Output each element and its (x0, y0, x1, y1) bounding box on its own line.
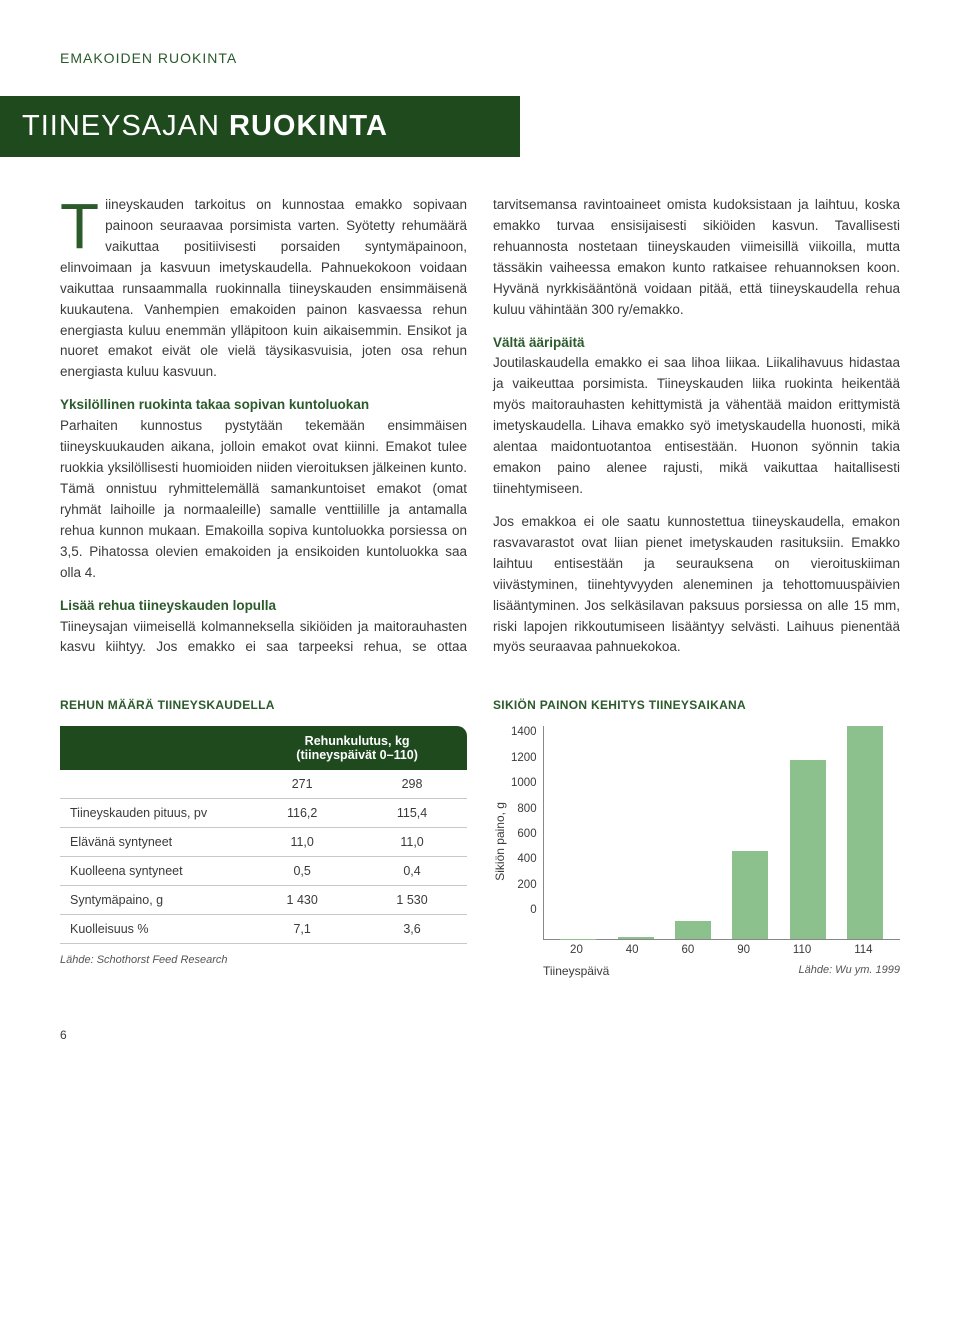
chart-x-label: Tiineyspäivä (543, 964, 609, 978)
chart-plot-area (543, 726, 900, 940)
y-tick: 0 (511, 904, 537, 916)
chart-y-label: Sikiön paino, g (493, 802, 507, 881)
y-tick: 1200 (511, 752, 537, 764)
row-label: Tiineyskauden pituus, pv (60, 799, 247, 828)
title-bold: RUOKINTA (229, 110, 388, 142)
chart-bar (847, 726, 883, 939)
x-tick: 20 (570, 944, 583, 956)
row-val-b: 11,0 (357, 828, 467, 857)
body-text: Tiineyskauden tarkoitus on kunnostaa ema… (60, 195, 900, 664)
row-val-a: 1 430 (247, 886, 357, 915)
y-tick: 1400 (511, 726, 537, 738)
sub3-body: Joutilaskaudella emakko ei saa lihoa lii… (493, 355, 900, 496)
intro-text: iineyskauden tarkoitus on kunnostaa emak… (60, 197, 467, 379)
fetal-weight-chart: Sikiön paino, g 140012001000800600400200… (493, 726, 900, 956)
table-row: Syntymäpaino, g1 4301 530 (60, 886, 467, 915)
sub1-title: Yksilöllinen ruokinta takaa sopivan kunt… (60, 395, 467, 416)
page-number: 6 (60, 1028, 900, 1042)
dropcap: T (60, 195, 105, 253)
x-tick: 90 (737, 944, 750, 956)
intro-paragraph: Tiineyskauden tarkoitus on kunnostaa ema… (60, 195, 467, 383)
title-banner: TIINEYSAJAN RUOKINTA (0, 96, 520, 157)
row-label: Syntymäpaino, g (60, 886, 247, 915)
table-col-b: 298 (357, 770, 467, 799)
chart-bar (618, 937, 654, 939)
row-val-b: 0,4 (357, 857, 467, 886)
y-tick: 600 (511, 828, 537, 840)
sub3-title: Vältä ääripäitä (493, 333, 900, 354)
row-val-b: 1 530 (357, 886, 467, 915)
y-tick: 200 (511, 879, 537, 891)
y-tick: 800 (511, 803, 537, 815)
table-row: Elävänä syntyneet11,011,0 (60, 828, 467, 857)
table-header-main: Rehunkulutus, kg (tiineyspäivät 0–110) (247, 726, 467, 770)
table-row: Tiineyskauden pituus, pv116,2115,4 (60, 799, 467, 828)
table-section-title: REHUN MÄÄRÄ TIINEYSKAUDELLA (60, 698, 467, 712)
title-light: TIINEYSAJAN (22, 110, 229, 142)
section-1: Yksilöllinen ruokinta takaa sopivan kunt… (60, 395, 467, 583)
chart-section-title: SIKIÖN PAINON KEHITYS TIINEYSAIKANA (493, 698, 900, 712)
x-tick: 114 (854, 944, 872, 956)
sub1-body: Parhaiten kunnostus pystytään tekemään e… (60, 418, 467, 579)
feed-table: Rehunkulutus, kg (tiineyspäivät 0–110) 2… (60, 726, 467, 944)
chart-x-axis: 20 40 60 90 110 114 (543, 940, 900, 956)
row-val-a: 11,0 (247, 828, 357, 857)
chart-y-axis: 1400 1200 1000 800 600 400 200 0 (511, 726, 543, 916)
x-tick: 110 (793, 944, 811, 956)
chart-bar (790, 760, 826, 940)
y-tick: 1000 (511, 777, 537, 789)
table-subhead-blank (60, 770, 247, 799)
sub3-body2: Jos emakkoa ei ole saatu kunnostettua ti… (493, 514, 900, 655)
row-label: Kuolleisuus % (60, 915, 247, 944)
row-label: Elävänä syntyneet (60, 828, 247, 857)
sub2-title: Lisää rehua tiineyskauden lopulla (60, 596, 467, 617)
row-val-a: 7,1 (247, 915, 357, 944)
section-3: Vältä ääripäitä Joutilaskaudella emakko … (493, 333, 900, 500)
row-val-a: 0,5 (247, 857, 357, 886)
table-col-a: 271 (247, 770, 357, 799)
x-tick: 40 (626, 944, 639, 956)
row-val-a: 116,2 (247, 799, 357, 828)
x-tick: 60 (681, 944, 694, 956)
chart-bar (732, 851, 768, 939)
row-label: Kuolleena syntyneet (60, 857, 247, 886)
table-row: Kuolleena syntyneet0,50,4 (60, 857, 467, 886)
table-header-blank (60, 726, 247, 770)
section-3-cont: Jos emakkoa ei ole saatu kunnostettua ti… (493, 512, 900, 658)
row-val-b: 3,6 (357, 915, 467, 944)
row-val-b: 115,4 (357, 799, 467, 828)
y-tick: 400 (511, 853, 537, 865)
chart-source: Lähde: Wu ym. 1999 (798, 964, 900, 978)
chart-bar (560, 939, 596, 940)
chart-bar (675, 921, 711, 939)
table-row: Kuolleisuus %7,13,6 (60, 915, 467, 944)
table-source: Lähde: Schothorst Feed Research (60, 954, 467, 966)
page-title: TIINEYSAJAN RUOKINTA (22, 110, 498, 143)
topic-label: EMAKOIDEN RUOKINTA (60, 50, 900, 66)
